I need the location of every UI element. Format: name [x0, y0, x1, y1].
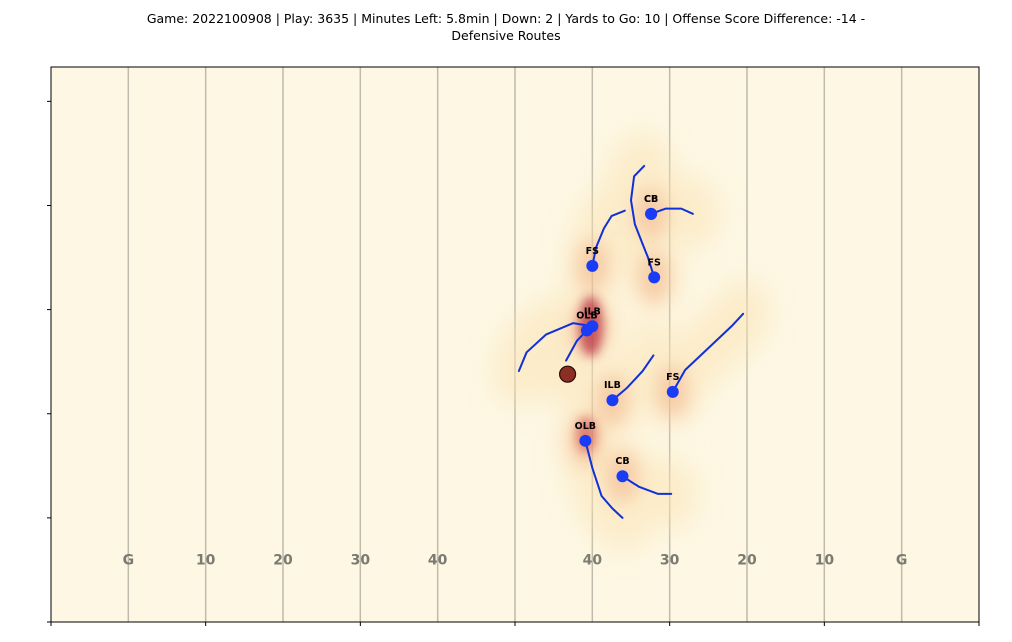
yard-label: G [896, 553, 908, 569]
yard-label: 40 [428, 553, 448, 569]
yard-label: 30 [351, 553, 371, 569]
player-markers [579, 207, 679, 483]
player-label: OLB [575, 421, 596, 432]
route-line [671, 312, 745, 393]
yard-label: 30 [660, 553, 680, 569]
player-label: ILB [604, 380, 621, 391]
chart-title: Game: 2022100908 | Play: 3635 | Minutes … [0, 10, 1012, 44]
yard-label: G [123, 553, 135, 569]
route-line [584, 439, 624, 519]
route-line [641, 243, 656, 279]
player-label: OLB [576, 310, 597, 321]
player-label: FS [586, 246, 599, 257]
player-label: CB [644, 194, 658, 205]
yard-label: 20 [737, 553, 757, 569]
yard-label: 10 [196, 553, 216, 569]
axis-ticks [47, 100, 980, 626]
route-line [650, 207, 694, 215]
player-marker [580, 324, 593, 337]
player-label: FS [648, 257, 661, 268]
player-marker [616, 470, 629, 483]
ball-layer [558, 365, 577, 383]
route-line [591, 209, 626, 267]
chart-title-line-1: Game: 2022100908 | Play: 3635 | Minutes … [146, 11, 866, 26]
player-label: FS [666, 372, 679, 383]
route-line [611, 354, 655, 402]
route-line [621, 475, 673, 495]
yard-label: 10 [815, 553, 835, 569]
player-marker [648, 271, 661, 284]
player-marker [579, 434, 592, 447]
route-line [517, 322, 594, 373]
player-marker [606, 394, 619, 407]
route-lines [517, 164, 745, 519]
route-line [630, 164, 646, 246]
yard-label: 20 [273, 553, 293, 569]
player-label: CB [615, 456, 629, 467]
player-label: CB [644, 194, 658, 205]
football-marker [558, 365, 577, 383]
player-marker [586, 259, 599, 272]
yard-label: 40 [583, 553, 603, 569]
chart-title-line-2: Defensive Routes [451, 28, 561, 43]
player-marker [666, 385, 679, 398]
player-marker [645, 207, 658, 220]
yard-labels: G 10 20 30 40 40 30 20 10 G [123, 553, 908, 569]
player-label: ILB [584, 306, 601, 317]
